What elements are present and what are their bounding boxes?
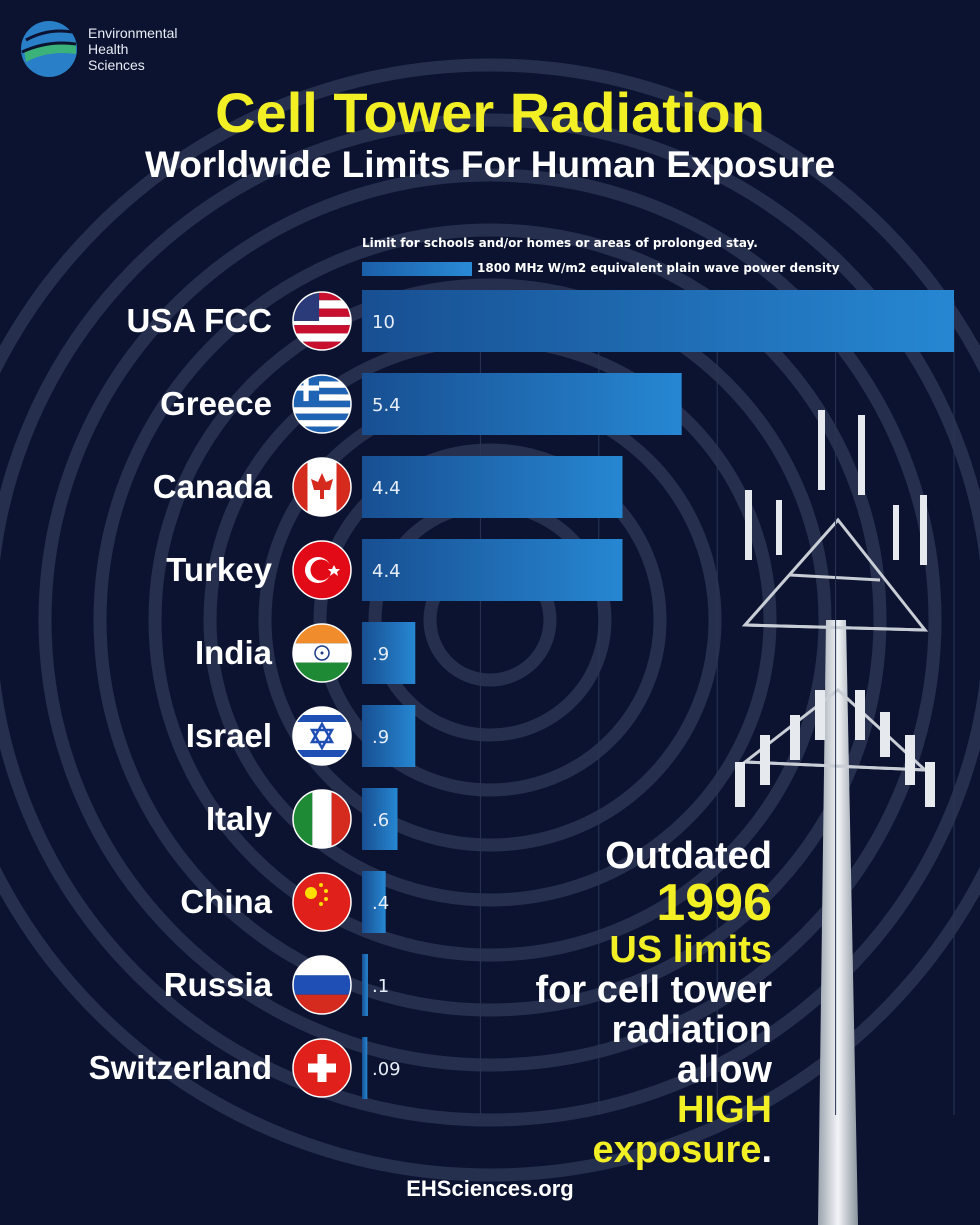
bar-greece — [362, 373, 682, 435]
greece-flag-icon — [292, 374, 352, 434]
callout-line-us-limits: US limits — [609, 929, 772, 971]
page-subtitle: Worldwide Limits For Human Exposure — [144, 144, 836, 185]
brand-line-3: Sciences — [88, 57, 145, 73]
brand-line-1: Environmental — [88, 25, 178, 41]
bar-value-label: .6 — [372, 810, 389, 831]
bar-value-label: 4.4 — [372, 561, 401, 582]
country-label: Turkey — [166, 551, 272, 588]
globe-logo-icon — [21, 21, 77, 77]
brand-logo: Environmental Health Sciences — [18, 20, 178, 78]
bar-value-label: 5.4 — [372, 395, 401, 416]
brand-line-2: Health — [88, 41, 129, 57]
bar-russia — [362, 954, 368, 1016]
country-label: China — [180, 883, 272, 920]
china-flag-icon — [292, 872, 352, 932]
bar-value-label: .9 — [372, 727, 389, 748]
bar-india — [362, 622, 416, 684]
bar-israel — [362, 705, 416, 767]
bar-italy — [362, 788, 398, 850]
callout-word-exposure: exposure — [592, 1129, 762, 1171]
usa-flag-icon — [292, 291, 352, 351]
cell-tower-image — [735, 410, 935, 1225]
radio-wave-rings — [0, 58, 980, 1182]
callout-line-high: HIGH — [677, 1089, 772, 1131]
bar-value-label: 4.4 — [372, 478, 401, 499]
bar-canada — [362, 456, 623, 518]
india-flag-icon — [292, 623, 352, 683]
country-label: Switzerland — [89, 1049, 272, 1086]
callout-line-exposure: exposure. — [536, 1129, 772, 1178]
callout-line-cell-tower: for cell tower — [535, 969, 773, 1011]
italy-flag-icon — [292, 789, 352, 849]
turkey-flag-icon — [292, 540, 352, 600]
page-title: Cell Tower Radiation — [215, 81, 765, 144]
israel-flag-icon — [292, 706, 352, 766]
legend-label: 1800 MHz W/m2 equivalent plain wave powe… — [477, 261, 840, 275]
country-label: Italy — [206, 800, 273, 837]
footer-url: EHSciences.org — [406, 1176, 574, 1201]
country-label: Russia — [164, 966, 273, 1003]
callout-period: . — [761, 1129, 772, 1171]
country-label: Canada — [153, 468, 273, 505]
bar-usa-fcc — [362, 290, 954, 352]
country-label: USA FCC — [127, 302, 272, 339]
country-label: Greece — [160, 385, 272, 422]
legend-swatch — [362, 262, 472, 276]
switzerland-flag-icon — [292, 1038, 352, 1098]
bar-value-label: .1 — [372, 976, 389, 997]
bar-value-label: .9 — [372, 644, 389, 665]
russia-flag-icon — [292, 955, 352, 1015]
bar-switzerland — [362, 1037, 368, 1099]
bar-china — [362, 871, 386, 933]
scope-note: Limit for schools and/or homes or areas … — [362, 236, 758, 250]
callout-line-allow: allow — [676, 1049, 772, 1091]
canada-flag-icon — [292, 457, 352, 517]
callout-text: Outdated 1996 US limits for cell tower r… — [536, 836, 773, 1178]
brand-name: Environmental Health Sciences — [88, 25, 178, 73]
bar-turkey — [362, 539, 623, 601]
country-label: Israel — [186, 717, 272, 754]
bar-value-label: .4 — [372, 893, 389, 914]
callout-line-radiation: radiation — [611, 1009, 772, 1051]
callout-line-outdated: Outdated — [605, 835, 772, 877]
bar-value-label: 10 — [372, 312, 395, 333]
callout-year: 1996 — [656, 874, 772, 932]
bar-value-label: .09 — [372, 1059, 401, 1080]
country-label: India — [195, 634, 273, 671]
